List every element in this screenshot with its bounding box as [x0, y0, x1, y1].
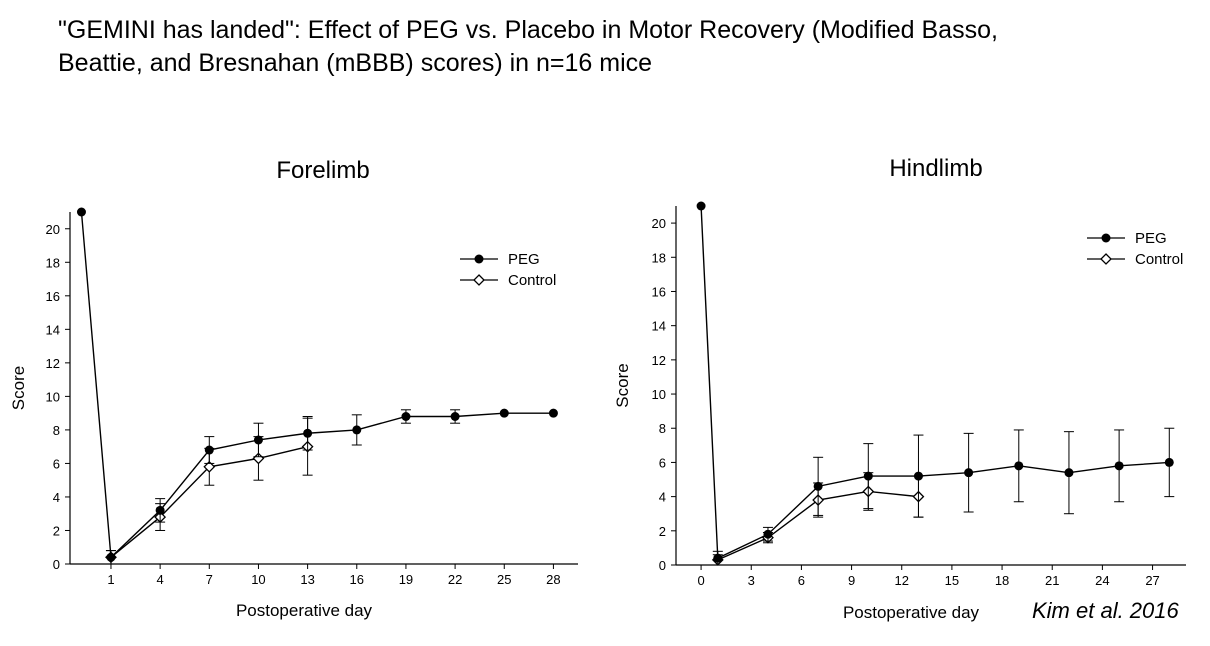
data-point	[863, 471, 873, 481]
data-point	[76, 207, 86, 217]
x-axis-label: Postoperative day	[843, 603, 980, 622]
legend-marker	[1100, 253, 1112, 265]
chart-title: Forelimb	[276, 157, 369, 184]
series-peg	[76, 207, 558, 565]
y-tick-label: 20	[652, 216, 666, 231]
y-tick-label: 18	[46, 255, 60, 270]
legend-label: Control	[508, 272, 556, 289]
citation: Kim et al. 2016	[1032, 598, 1179, 623]
x-tick-label: 16	[350, 572, 364, 587]
data-point	[155, 505, 165, 515]
x-tick-label: 4	[157, 572, 164, 587]
data-point	[713, 553, 723, 563]
data-point	[499, 408, 509, 418]
y-tick-label: 8	[659, 421, 666, 436]
y-tick-label: 18	[652, 250, 666, 265]
x-tick-label: 25	[497, 572, 511, 587]
x-tick-label: 0	[697, 573, 704, 588]
data-point	[253, 435, 263, 445]
x-tick-label: 10	[251, 572, 265, 587]
y-axis-label: Score	[613, 363, 632, 407]
legend: PEG Control	[460, 251, 556, 289]
legend: PEG Control	[1087, 230, 1183, 268]
y-tick-label: 2	[53, 523, 60, 538]
legend-label: Control	[1135, 251, 1183, 268]
x-tick-label: 28	[546, 572, 560, 587]
y-tick-label: 6	[53, 456, 60, 471]
y-tick-label: 20	[46, 222, 60, 237]
data-point	[964, 468, 974, 478]
y-tick-label: 16	[46, 289, 60, 304]
y-tick-label: 10	[652, 387, 666, 402]
x-tick-label: 24	[1095, 573, 1109, 588]
legend-marker	[1101, 233, 1111, 243]
x-tick-label: 7	[206, 572, 213, 587]
chart-title: Hindlimb	[889, 155, 982, 182]
x-axis-label: Postoperative day	[236, 601, 373, 620]
page-title-line-2: Beattie, and Bresnahan (mBBB) scores) in…	[58, 49, 653, 77]
x-tick-label: 13	[300, 572, 314, 587]
data-point	[913, 471, 923, 481]
x-tick-label: 27	[1145, 573, 1159, 588]
y-axis-label: Score	[9, 366, 28, 410]
y-tick-label: 14	[46, 322, 60, 337]
data-point	[203, 460, 216, 473]
page-title: "GEMINI has landed": Effect of PEG vs. P…	[58, 14, 1188, 80]
data-point	[204, 445, 214, 455]
x-tick-label: 12	[895, 573, 909, 588]
x-tick-label: 1	[107, 572, 114, 587]
y-tick-label: 8	[53, 423, 60, 438]
data-point	[696, 201, 706, 211]
y-tick-label: 12	[652, 353, 666, 368]
y-tick-label: 0	[53, 557, 60, 572]
y-tick-label: 0	[659, 558, 666, 573]
y-tick-label: 16	[652, 284, 666, 299]
data-point	[548, 408, 558, 418]
y-tick-label: 10	[46, 389, 60, 404]
y-tick-label: 4	[659, 490, 666, 505]
data-point	[106, 552, 116, 562]
x-tick-label: 22	[448, 572, 462, 587]
data-point	[303, 428, 313, 438]
data-point	[813, 481, 823, 491]
data-point	[450, 411, 460, 421]
y-tick-label: 2	[659, 524, 666, 539]
x-tick-label: 19	[399, 572, 413, 587]
x-tick-label: 3	[748, 573, 755, 588]
data-point	[1114, 461, 1124, 471]
page-title-line-1: "GEMINI has landed": Effect of PEG vs. P…	[58, 16, 998, 44]
legend-label: PEG	[1135, 230, 1167, 247]
y-tick-label: 14	[652, 319, 666, 334]
y-tick-label: 12	[46, 356, 60, 371]
x-tick-label: 15	[945, 573, 959, 588]
data-point	[1014, 461, 1024, 471]
series-peg	[696, 201, 1175, 566]
data-point	[1064, 468, 1074, 478]
y-tick-label: 6	[659, 455, 666, 470]
x-tick-label: 18	[995, 573, 1009, 588]
x-tick-label: 21	[1045, 573, 1059, 588]
data-point	[1164, 457, 1174, 467]
legend-label: PEG	[508, 251, 540, 268]
series-line	[80, 211, 554, 559]
data-point	[401, 411, 411, 421]
y-tick-label: 4	[53, 490, 60, 505]
legend-marker	[473, 274, 485, 286]
legend-marker	[474, 254, 484, 264]
data-point	[352, 425, 362, 435]
data-point	[763, 529, 773, 539]
x-tick-label: 6	[798, 573, 805, 588]
x-tick-label: 9	[848, 573, 855, 588]
